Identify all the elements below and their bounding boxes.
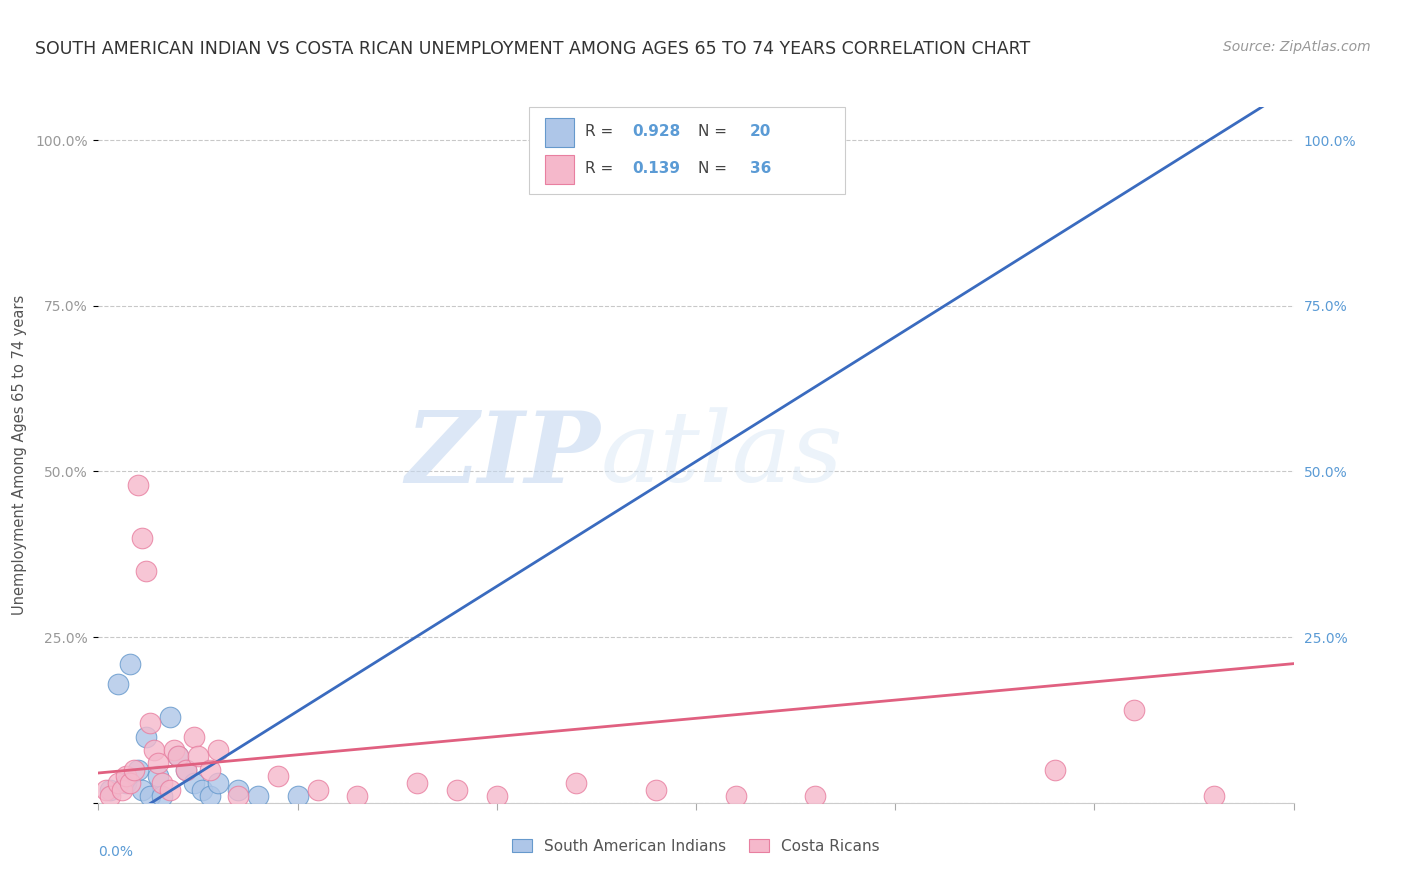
Text: 20: 20	[749, 124, 770, 139]
Point	[207, 776, 229, 790]
Point	[115, 776, 138, 790]
Point	[107, 676, 129, 690]
Text: 0.928: 0.928	[633, 124, 681, 139]
Legend: South American Indians, Costa Ricans: South American Indians, Costa Ricans	[505, 831, 887, 862]
Text: N =: N =	[699, 161, 733, 176]
Point	[120, 657, 142, 671]
Point	[167, 749, 190, 764]
Point	[804, 789, 827, 804]
Point	[1043, 763, 1066, 777]
Point	[139, 716, 162, 731]
Point	[1123, 703, 1146, 717]
Point	[163, 743, 186, 757]
Y-axis label: Unemployment Among Ages 65 to 74 years: Unemployment Among Ages 65 to 74 years	[13, 294, 27, 615]
Point	[346, 789, 368, 804]
Point	[127, 477, 149, 491]
Point	[96, 782, 118, 797]
Point	[174, 763, 197, 777]
Point	[159, 709, 181, 723]
Point	[98, 789, 122, 804]
Point	[135, 730, 157, 744]
Text: Source: ZipAtlas.com: Source: ZipAtlas.com	[1223, 40, 1371, 54]
Point	[246, 789, 269, 804]
FancyBboxPatch shape	[546, 118, 574, 147]
Point	[115, 769, 138, 783]
Point	[183, 730, 205, 744]
Point	[485, 789, 508, 804]
Point	[131, 782, 153, 797]
Point	[148, 769, 170, 783]
Point	[565, 776, 588, 790]
FancyBboxPatch shape	[546, 155, 574, 185]
Point	[406, 776, 429, 790]
Point	[159, 782, 181, 797]
Text: SOUTH AMERICAN INDIAN VS COSTA RICAN UNEMPLOYMENT AMONG AGES 65 TO 74 YEARS CORR: SOUTH AMERICAN INDIAN VS COSTA RICAN UNE…	[35, 40, 1031, 58]
Point	[135, 564, 157, 578]
Point	[143, 743, 166, 757]
Point	[150, 789, 173, 804]
Point	[150, 776, 173, 790]
Point	[107, 776, 129, 790]
Text: N =: N =	[699, 124, 733, 139]
Point	[226, 782, 249, 797]
Point	[174, 763, 197, 777]
Point	[724, 789, 747, 804]
Point	[198, 789, 221, 804]
Point	[148, 756, 170, 770]
Point	[187, 749, 209, 764]
Text: 0.139: 0.139	[633, 161, 681, 176]
Point	[207, 743, 229, 757]
Point	[198, 763, 221, 777]
Text: R =: R =	[585, 124, 619, 139]
Point	[98, 782, 122, 797]
Point	[183, 776, 205, 790]
Text: atlas: atlas	[600, 408, 844, 502]
Point	[645, 782, 668, 797]
Point	[191, 782, 214, 797]
Point	[139, 789, 162, 804]
Point	[226, 789, 249, 804]
FancyBboxPatch shape	[529, 107, 845, 194]
Point	[307, 782, 329, 797]
Text: 0.0%: 0.0%	[98, 845, 134, 858]
Point	[131, 531, 153, 545]
Point	[127, 763, 149, 777]
Point	[1202, 789, 1225, 804]
Point	[267, 769, 290, 783]
Point	[111, 782, 134, 797]
Point	[167, 749, 190, 764]
Text: R =: R =	[585, 161, 619, 176]
Point	[124, 763, 146, 777]
Point	[120, 776, 142, 790]
Text: 36: 36	[749, 161, 770, 176]
Point	[287, 789, 309, 804]
Point	[446, 782, 468, 797]
Text: ZIP: ZIP	[405, 407, 600, 503]
